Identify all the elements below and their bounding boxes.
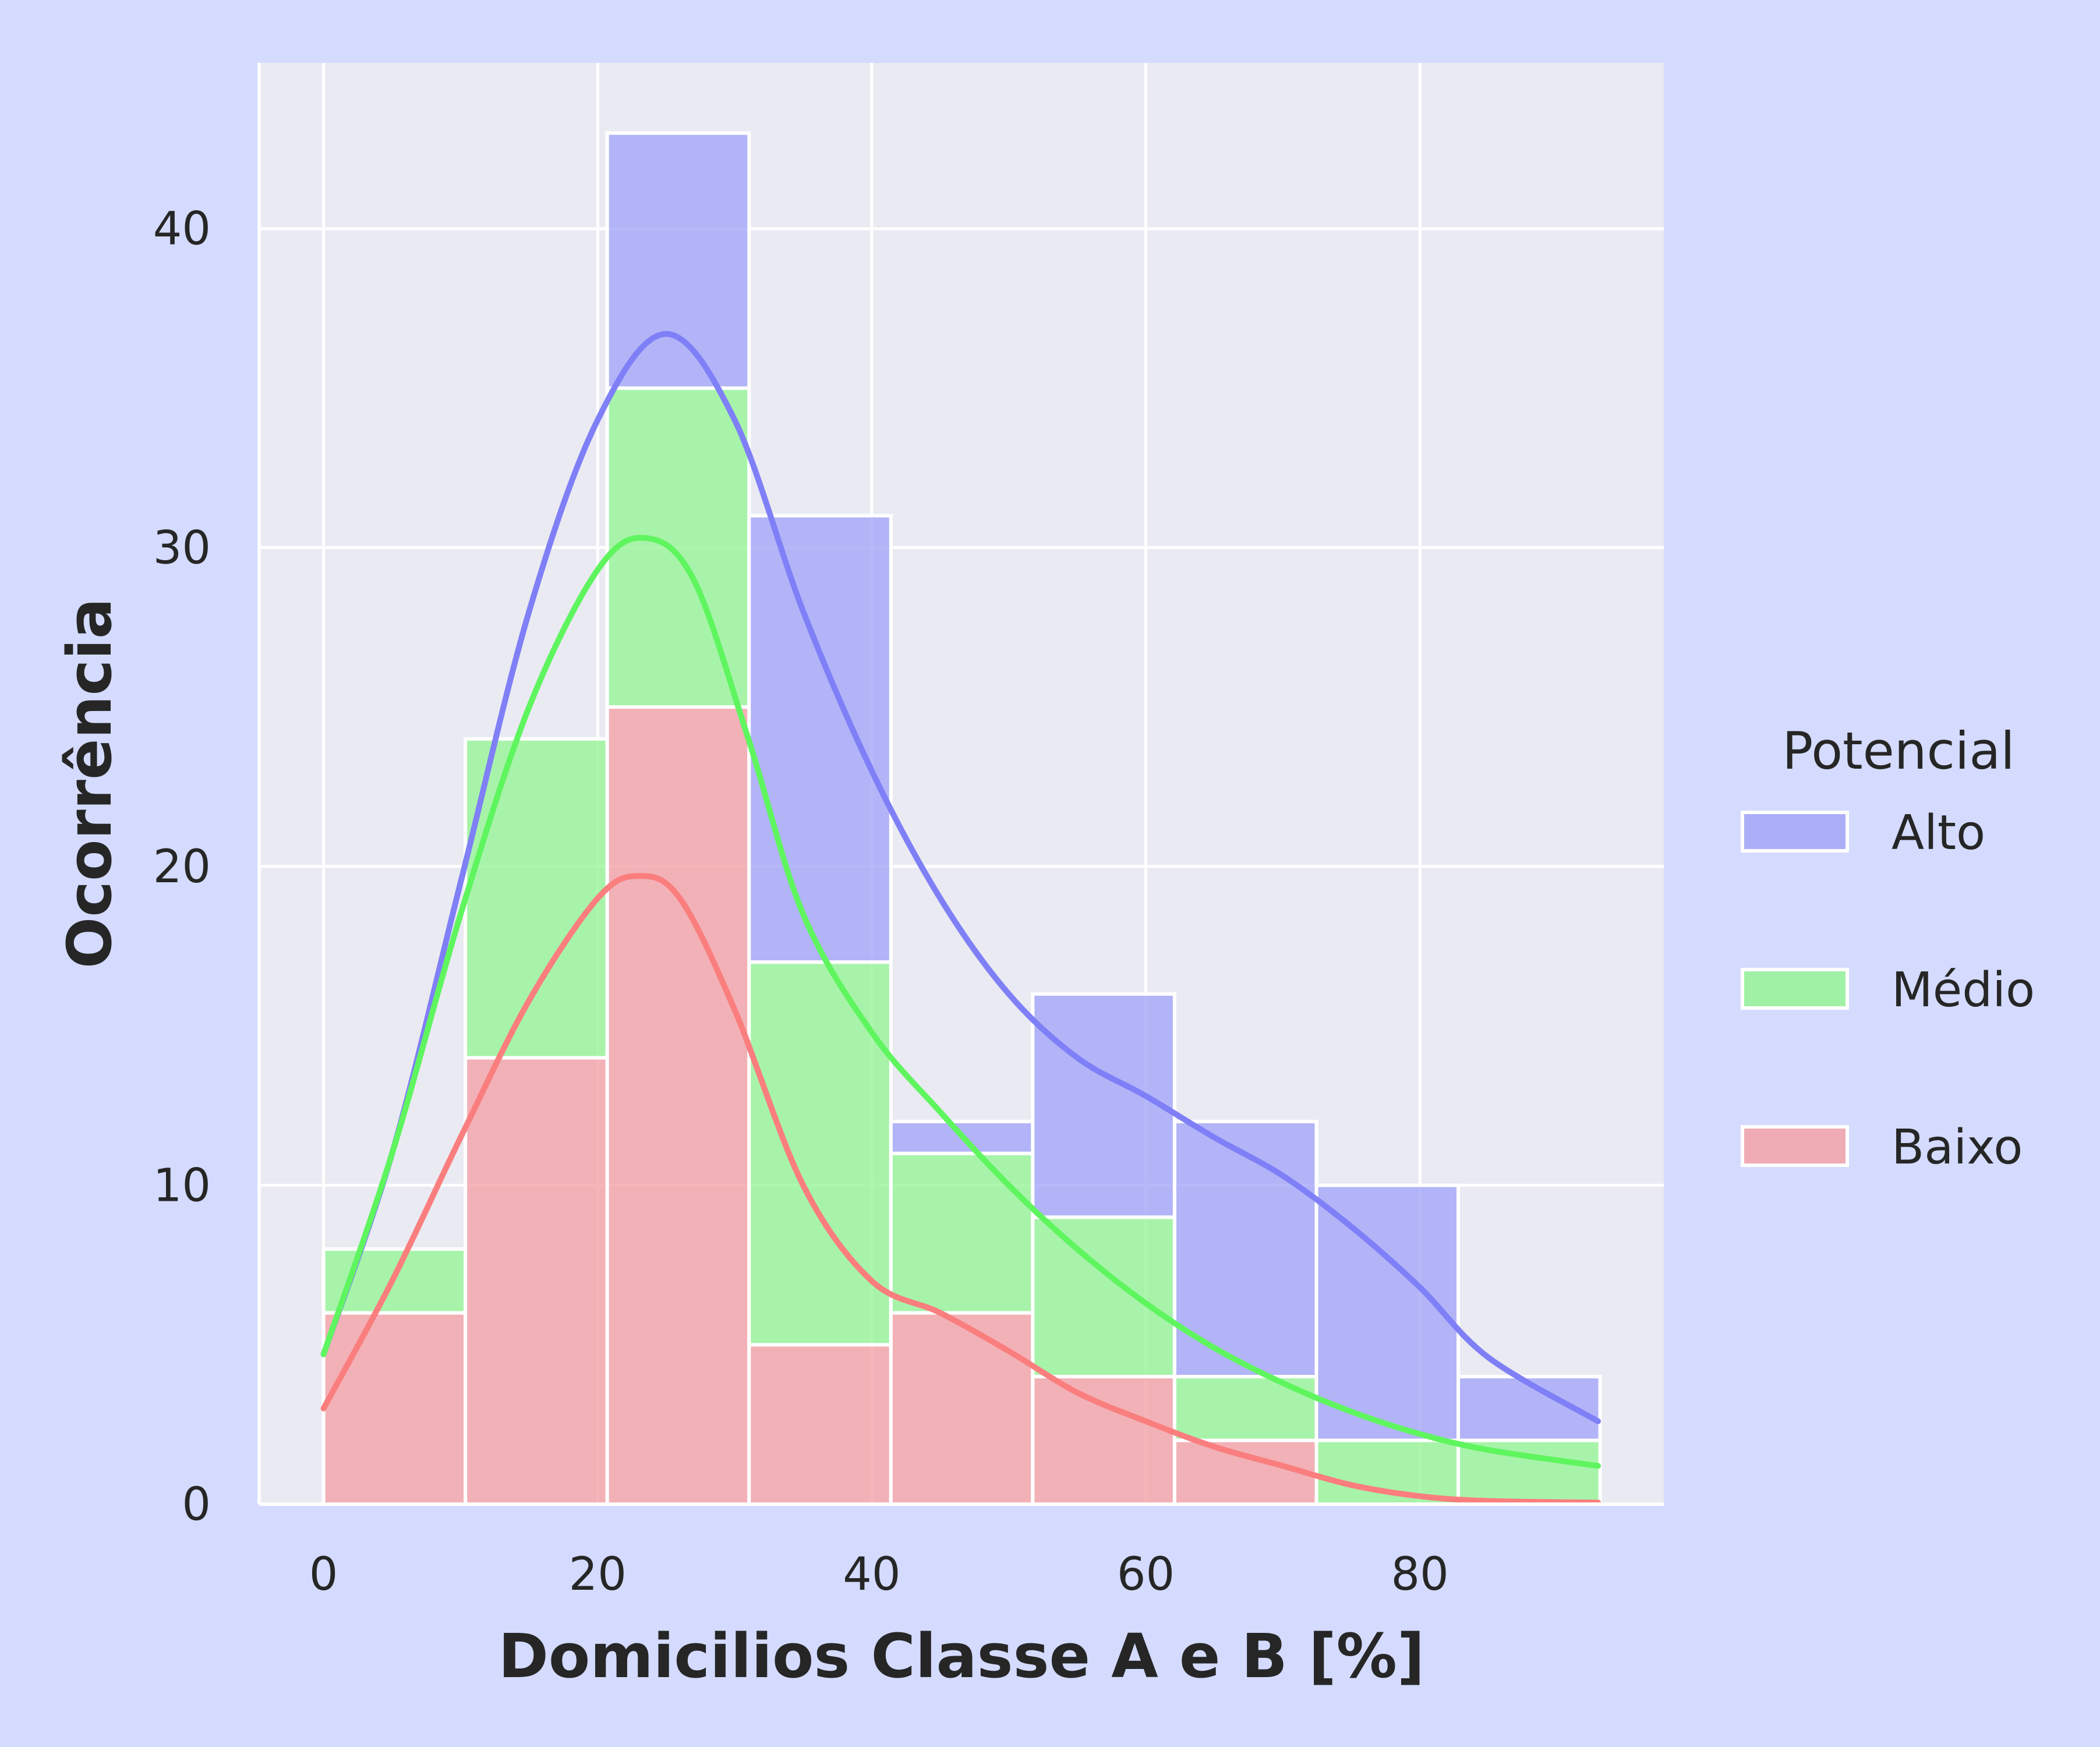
x-tick-label: 0 <box>309 1548 338 1601</box>
x-tick-label: 20 <box>569 1548 627 1601</box>
kde-curves <box>320 331 1601 1506</box>
legend-swatch-médio <box>1741 968 1849 1010</box>
x-tick-label: 80 <box>1391 1548 1449 1601</box>
legend-label-baixo: Baixo <box>1892 1120 2023 1175</box>
bar-médio <box>747 960 893 1347</box>
bar-baixo <box>321 1311 468 1506</box>
y-tick-label: 10 <box>153 1159 211 1212</box>
bar-médio <box>605 386 751 709</box>
histogram-bars <box>321 131 1602 1506</box>
bar-alto <box>747 514 893 964</box>
y-axis-label: Ocorrência <box>54 598 125 968</box>
x-axis-label: Domicilios Classe A e B [%] <box>499 1621 1425 1692</box>
legend-swatch-baixo <box>1741 1125 1849 1167</box>
x-tick-labels: 0 20 40 60 80 <box>309 1548 1449 1601</box>
y-tick-label: 40 <box>153 203 211 256</box>
legend-items: Alto Médio Baixo <box>1741 805 2035 1175</box>
legend-swatch-alto <box>1741 811 1849 853</box>
legend-label-alto: Alto <box>1892 805 1985 861</box>
y-tick-label: 20 <box>153 841 211 893</box>
bar-baixo <box>747 1343 893 1506</box>
y-tick-labels: 0 10 20 30 40 <box>153 203 211 1531</box>
legend-title: Potencial <box>1782 721 2014 781</box>
kde-line-médio <box>320 535 1601 1469</box>
bar-alto <box>1031 992 1176 1219</box>
bar-baixo <box>464 1056 609 1506</box>
x-tick-label: 60 <box>1117 1548 1175 1601</box>
bar-alto <box>1314 1183 1461 1442</box>
bar-médio <box>1031 1215 1176 1378</box>
axes <box>257 63 1664 1506</box>
bar-baixo <box>605 705 751 1506</box>
bar-médio <box>889 1151 1035 1315</box>
legend: Potencial Alto Médio Baixo <box>1741 721 2035 1175</box>
bar-baixo <box>1172 1438 1318 1506</box>
bar-alto <box>1172 1119 1318 1378</box>
kde-line-alto <box>320 331 1601 1424</box>
x-tick-label: 40 <box>843 1548 900 1601</box>
y-tick-label: 30 <box>153 522 211 574</box>
y-tick-label: 0 <box>182 1479 211 1531</box>
bar-médio <box>464 737 609 1060</box>
bar-alto <box>605 131 751 390</box>
bar-baixo <box>1031 1374 1176 1506</box>
legend-label-médio: Médio <box>1892 963 2035 1018</box>
bar-baixo <box>889 1311 1035 1506</box>
kde-line-baixo <box>320 873 1601 1506</box>
